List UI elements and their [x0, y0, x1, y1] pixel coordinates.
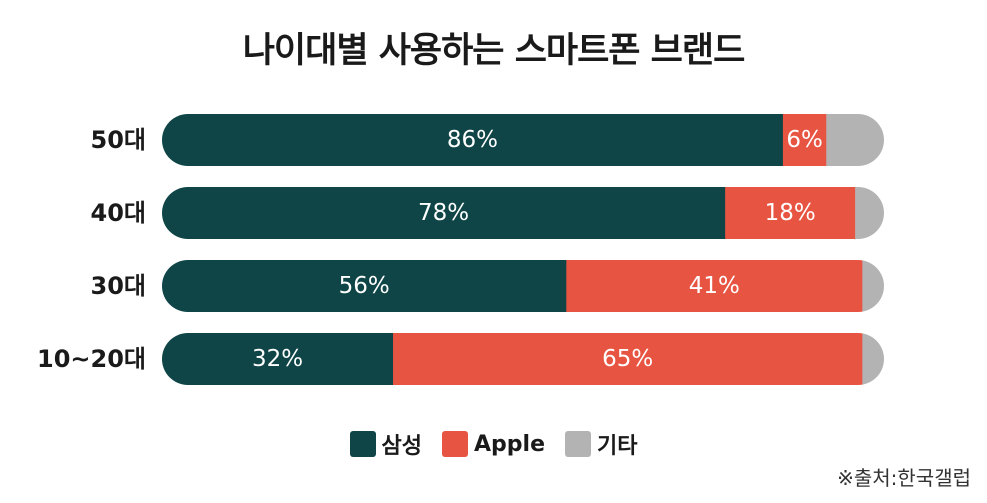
- bar-segment-other: [862, 333, 884, 385]
- legend-swatch-other: [564, 431, 591, 457]
- bar-row: [162, 114, 884, 166]
- bar-row: [162, 333, 884, 385]
- data-label: 65%: [602, 346, 653, 372]
- bar-segment-apple: [782, 114, 827, 166]
- data-label: 32%: [252, 346, 303, 372]
- chart-legend: 삼성 Apple 기타: [0, 428, 987, 460]
- data-label: 86%: [447, 127, 498, 153]
- bar-row: [162, 187, 884, 239]
- legend-item-other: 기타: [564, 428, 638, 460]
- legend-swatch-samsung: [349, 431, 376, 457]
- bar-segment-other: [855, 187, 884, 239]
- bar-segment-other: [826, 114, 884, 166]
- legend-item-apple: Apple: [442, 431, 545, 457]
- data-label: 78%: [418, 200, 469, 226]
- chart-title: 나이대별 사용하는 스마트폰 브랜드: [242, 31, 746, 71]
- data-label: 6%: [786, 127, 823, 153]
- legend-label-samsung: 삼성: [381, 434, 422, 459]
- bar-row: [162, 260, 884, 312]
- bar-segment-samsung: [162, 333, 394, 385]
- category-label: 10~20대: [37, 345, 146, 373]
- data-label: 18%: [765, 200, 816, 226]
- legend-item-samsung: 삼성: [349, 428, 422, 460]
- data-label: 56%: [339, 273, 390, 299]
- legend-swatch-apple: [442, 431, 468, 457]
- bar-segment-other: [862, 260, 884, 312]
- source-note: ※출처:한국갤럽: [837, 466, 971, 490]
- category-label: 50대: [91, 126, 146, 154]
- bar-segment-apple: [566, 260, 863, 312]
- category-label: 40대: [91, 199, 146, 227]
- bar-segment-samsung: [162, 260, 567, 312]
- legend-label-other: 기타: [596, 434, 638, 459]
- category-label: 30대: [91, 272, 146, 300]
- data-label: 41%: [689, 273, 740, 299]
- legend-label-apple: Apple: [474, 431, 545, 457]
- bar-segment-samsung: [162, 114, 784, 166]
- bar-segment-apple: [725, 187, 856, 239]
- bar-segment-apple: [393, 333, 863, 385]
- bar-segment-samsung: [162, 187, 726, 239]
